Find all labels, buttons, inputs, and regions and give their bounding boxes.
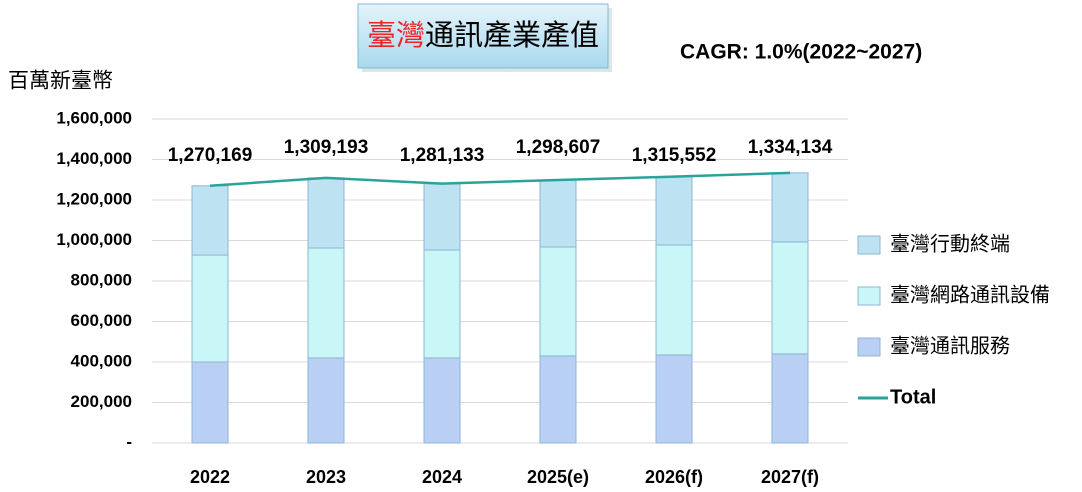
- bar-segment: [307, 357, 345, 444]
- bar-segment: [423, 249, 461, 359]
- legend-label: Total: [890, 386, 936, 408]
- bar-segment: [771, 172, 809, 243]
- title-rest: 通訊產業產值: [425, 19, 599, 52]
- x-tick-label: 2024: [422, 467, 462, 487]
- x-tick-label: 2027(f): [761, 467, 819, 487]
- title-highlight: 臺灣: [367, 19, 425, 52]
- y-axis-label: 百萬新臺幣: [8, 70, 113, 93]
- bar-segment: [771, 241, 809, 355]
- x-tick-label: 2022: [190, 467, 230, 487]
- bar-segment: [655, 176, 693, 246]
- total-line: [209, 171, 791, 188]
- bar-segment: [423, 183, 461, 251]
- bar-segment: [539, 179, 577, 248]
- bar-segment: [539, 246, 577, 357]
- bar-segment: [539, 355, 577, 444]
- x-tick-label: 2026(f): [645, 467, 703, 487]
- legend-swatch: [857, 337, 881, 357]
- legend-label: 臺灣通訊服務: [890, 334, 1010, 357]
- data-label: 1,281,133: [400, 145, 485, 166]
- annotation: CAGR: 1.0%(2022~2027): [680, 41, 922, 64]
- y-tick-label: 1,200,000: [56, 189, 132, 208]
- y-tick-label: 1,400,000: [56, 149, 132, 168]
- bar-segment: [655, 244, 693, 356]
- y-tick-label: 1,000,000: [56, 230, 132, 249]
- data-label: 1,270,169: [168, 145, 253, 166]
- data-label: 1,334,134: [748, 137, 833, 158]
- y-tick-label: 800,000: [71, 270, 132, 289]
- legend-label: 臺灣行動終端: [890, 232, 1010, 255]
- legend-swatch: [857, 235, 881, 255]
- bar-segment: [191, 361, 229, 444]
- bar-segment: [307, 247, 345, 359]
- chart-title: 臺灣通訊產業產值: [367, 19, 599, 52]
- y-tick-label: 200,000: [71, 392, 132, 411]
- y-tick-label: 600,000: [71, 311, 132, 330]
- legend-swatch: [857, 286, 881, 306]
- bar-segment: [655, 354, 693, 444]
- legend-label: 臺灣網路通訊設備: [890, 283, 1050, 306]
- data-label: 1,315,552: [632, 145, 717, 166]
- bar-segment: [307, 177, 345, 249]
- y-tick-label: -: [126, 432, 132, 451]
- bar-segment: [191, 254, 229, 363]
- bar-segment: [191, 185, 229, 256]
- y-tick-label: 1,600,000: [56, 108, 132, 127]
- x-tick-label: 2025(e): [527, 467, 589, 487]
- x-tick-label: 2023: [306, 467, 346, 487]
- data-label: 1,309,193: [284, 137, 369, 158]
- y-tick-label: 400,000: [71, 351, 132, 370]
- data-label: 1,298,607: [516, 137, 601, 158]
- bar-segment: [423, 357, 461, 444]
- title-box: [357, 3, 609, 69]
- bar-segment: [771, 353, 809, 444]
